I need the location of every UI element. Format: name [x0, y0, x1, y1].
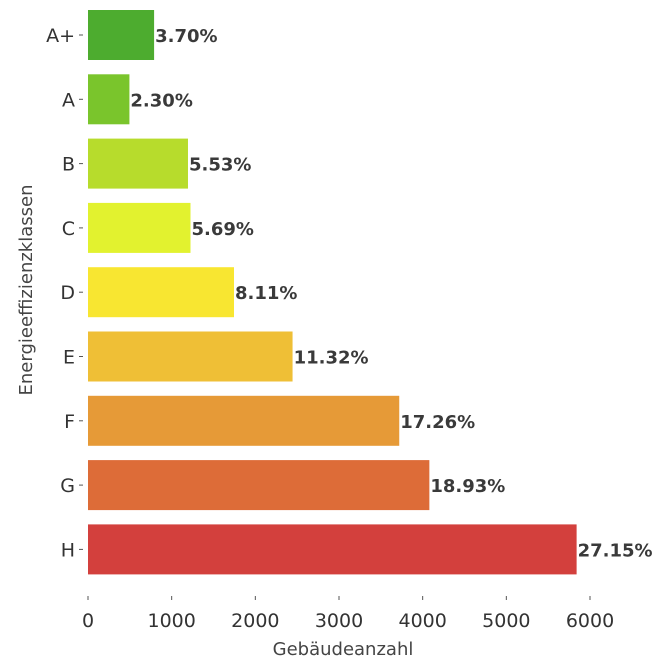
data-label-e: 11.32% — [294, 348, 369, 369]
y-tick-label-a: A — [62, 89, 75, 111]
y-tick-label-d: D — [60, 282, 75, 304]
y-tick-label-a-plus: A+ — [46, 25, 75, 47]
data-label-a: 2.30% — [130, 90, 192, 111]
x-tick-label-1000: 1000 — [147, 610, 195, 632]
x-axis-title: Gebäudeanzahl — [273, 639, 414, 657]
bar-e — [88, 331, 293, 382]
y-tick-label-c: C — [62, 218, 75, 240]
bar-g — [88, 460, 430, 511]
x-tick-label-2000: 2000 — [231, 610, 279, 632]
data-label-c: 5.69% — [191, 219, 253, 240]
x-tick-label-6000: 6000 — [566, 610, 614, 632]
y-tick-label-h: H — [61, 539, 75, 561]
x-tick-label-4000: 4000 — [398, 610, 446, 632]
bar-b — [88, 138, 188, 189]
y-tick-label-e: E — [63, 347, 75, 369]
bar-f — [88, 395, 400, 446]
data-label-f: 17.26% — [400, 412, 475, 433]
data-label-a-plus: 3.70% — [155, 26, 217, 47]
bar-a — [88, 74, 130, 125]
data-label-g: 18.93% — [430, 476, 505, 497]
x-tick-label-5000: 5000 — [482, 610, 530, 632]
y-tick-label-g: G — [60, 475, 75, 497]
y-axis-title: Energieeffizienzklassen — [16, 185, 37, 396]
y-tick-label-f: F — [64, 411, 75, 433]
data-label-b: 5.53% — [189, 155, 251, 176]
value-labels-group: 3.70% 2.30% 5.53% 5.69% 8.11% 11.32% 17.26% 18.… — [130, 26, 652, 561]
x-tick-label-3000: 3000 — [315, 610, 363, 632]
x-axis: 0 1000 2000 3000 4000 5000 6000 — [82, 596, 614, 632]
data-label-d: 8.11% — [235, 283, 297, 304]
bar-h — [88, 524, 577, 575]
bar-c — [88, 202, 191, 253]
bar-d — [88, 267, 234, 318]
bar-a-plus — [88, 10, 155, 60]
x-tick-label-0: 0 — [82, 610, 94, 632]
data-label-h: 27.15% — [578, 540, 653, 561]
y-axis: A+ A B C D E F G H — [46, 25, 83, 561]
y-tick-label-b: B — [62, 154, 75, 176]
bars-group — [88, 10, 577, 575]
